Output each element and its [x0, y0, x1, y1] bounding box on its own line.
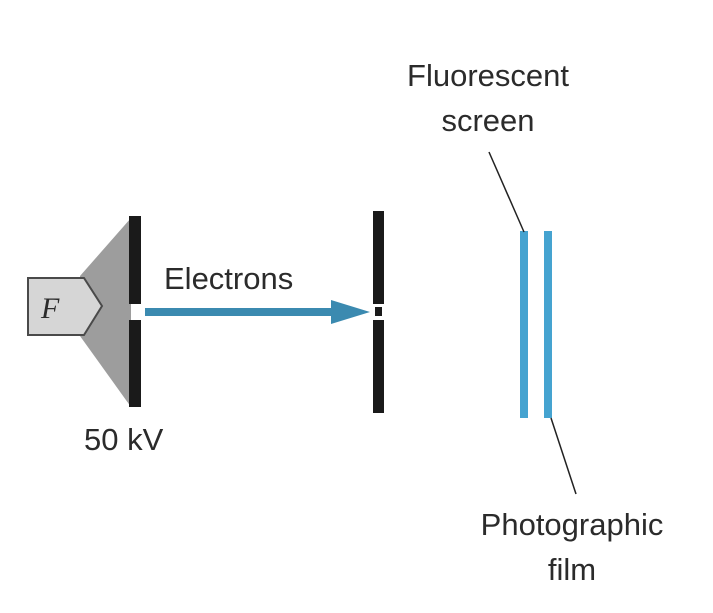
target-sample — [375, 307, 382, 316]
filament-housing — [27, 277, 104, 336]
fluorescent-screen-label-line1: Fluorescent — [407, 58, 569, 93]
fluorescent-screen — [520, 231, 528, 418]
filament-label: F — [40, 292, 60, 325]
fluorescent-screen-leader — [488, 151, 525, 233]
target-plate-lower — [373, 320, 384, 413]
anode-plate-lower — [129, 320, 141, 407]
target-plate-upper — [373, 211, 384, 304]
photographic-film-leader — [550, 417, 577, 495]
electrons-label: Electrons — [164, 261, 293, 296]
electron-beam-shaft — [145, 308, 341, 316]
photographic-film-label-line2: film — [548, 552, 596, 587]
electron-beam-arrowhead — [331, 300, 370, 324]
photographic-film — [544, 231, 552, 418]
anode-plate-upper — [129, 216, 141, 304]
fluorescent-screen-label-line2: screen — [441, 103, 534, 138]
accelerating-cone — [80, 218, 131, 407]
photographic-film-label-line1: Photographic — [481, 507, 664, 542]
voltage-label: 50 kV — [84, 422, 164, 457]
